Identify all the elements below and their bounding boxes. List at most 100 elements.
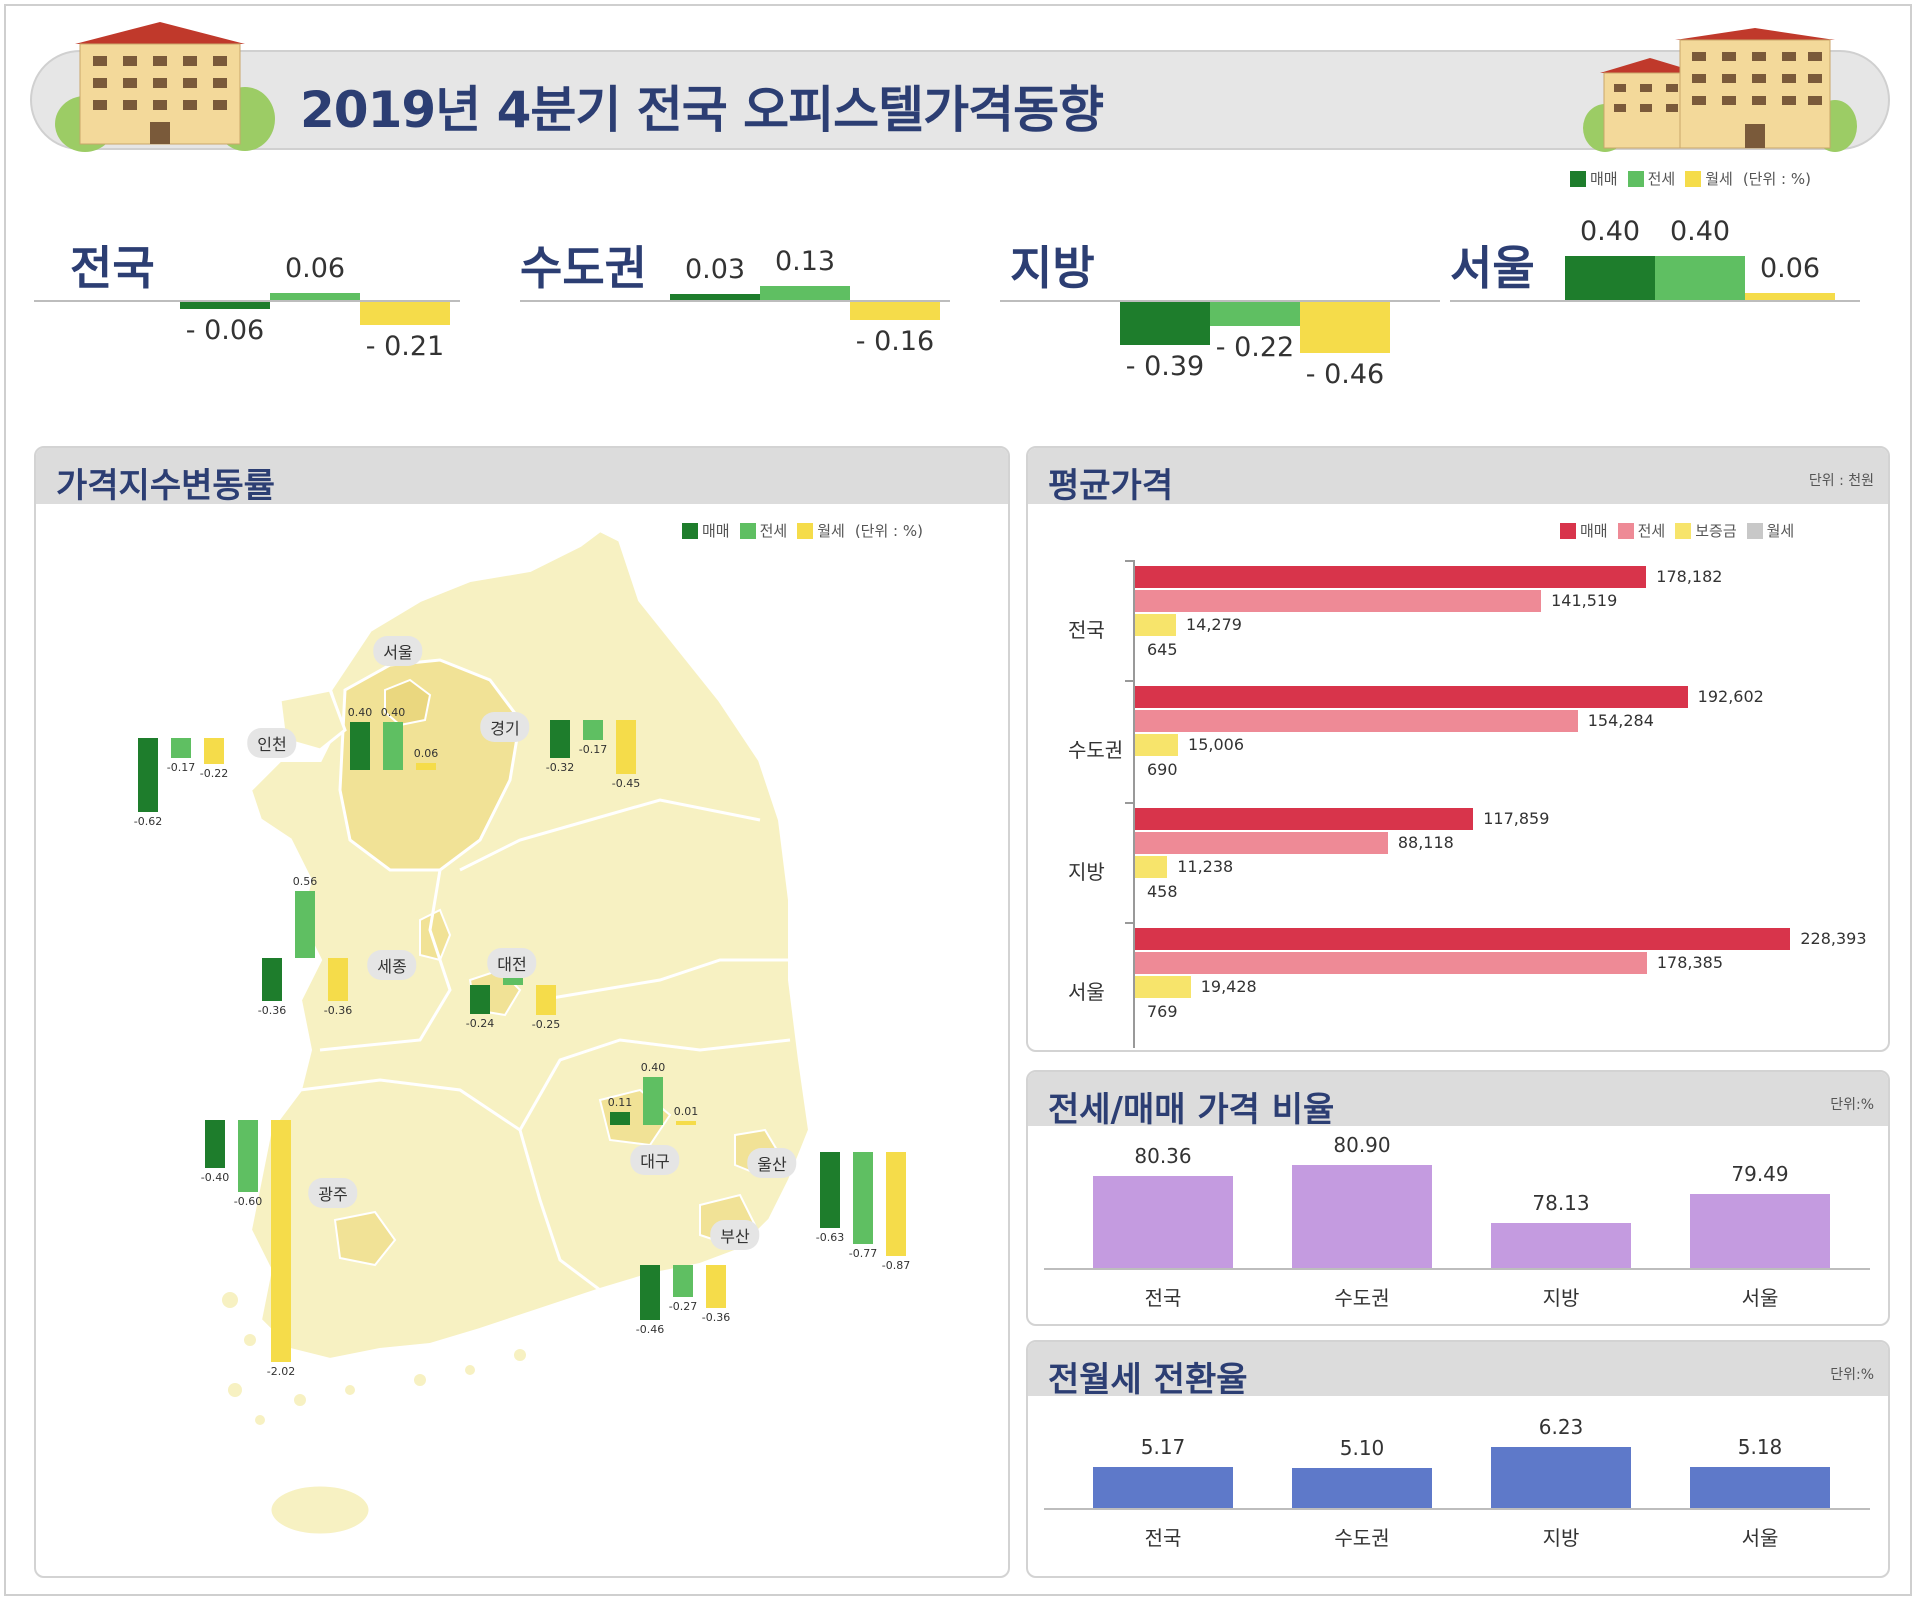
map-bar-value-label: 0.56	[292, 874, 318, 888]
map-bar	[706, 1265, 726, 1309]
conversion-panel: 전월세 전환율 단위:%	[1026, 1340, 1890, 1578]
map-legend-label-jeonse: 전세	[759, 522, 788, 540]
map-bar	[673, 1265, 693, 1298]
map-legend-unit: (단위 : %)	[854, 522, 923, 540]
map-bar-value-label: -0.62	[133, 815, 163, 829]
avg-price-bar	[1135, 952, 1647, 974]
map-bar-value-label: -0.36	[257, 1004, 287, 1018]
legend-label-sale: 매매	[1590, 170, 1618, 188]
convchart-value-label: 6.23	[1538, 1415, 1584, 1440]
avg-price-bar	[1135, 686, 1688, 708]
summary-region-label: 전국	[70, 241, 155, 295]
summary-baseline	[520, 300, 950, 302]
map-legend-swatch-monthly	[797, 522, 814, 539]
ratiochart-value-label: 80.90	[1333, 1132, 1391, 1157]
convchart-bar	[1690, 1466, 1830, 1508]
avg-price-value-label: 769	[1147, 1002, 1178, 1021]
map-bar-value-label: -0.17	[578, 743, 608, 757]
summary-baseline	[34, 300, 460, 302]
map-bar	[886, 1152, 906, 1257]
summary-value-label: - 0.22	[1215, 332, 1295, 364]
summary-value-label: - 0.06	[185, 314, 265, 346]
convchart-category-label: 지방	[1542, 1526, 1580, 1550]
map-legend-label-monthly: 월세	[817, 522, 845, 540]
summary-value-label: - 0.16	[855, 325, 935, 357]
avg-price-panel-header	[1028, 448, 1888, 504]
map-bar-value-label: 0.40	[347, 706, 373, 719]
convchart-category-label: 전국	[1144, 1526, 1182, 1550]
avg-price-value-label: 141,519	[1551, 591, 1618, 610]
avg-price-category-label: 전국	[1068, 618, 1105, 642]
summary-bar	[1655, 256, 1745, 300]
map-city-label: 대전	[487, 948, 537, 978]
summary-value-label: 0.03	[684, 254, 746, 285]
map-bar-value-label: 0.11	[607, 1095, 633, 1109]
map-bar	[536, 985, 556, 1015]
summary-value-label: 0.40	[1579, 216, 1641, 247]
map-city-label: 대구	[630, 1145, 680, 1175]
convchart-value-label: 5.10	[1339, 1436, 1385, 1461]
ratio-panel-unit: 단위:%	[1830, 1097, 1874, 1113]
ratiochart-category-label: 서울	[1741, 1286, 1779, 1310]
map-bar-value-label: -0.77	[848, 1247, 878, 1261]
map-city-label: 경기	[480, 712, 530, 742]
map-bar-value-label: -0.27	[668, 1300, 698, 1314]
map-panel-title: 가격지수변동률	[56, 466, 275, 506]
map-bar-value-label: -0.32	[545, 761, 575, 775]
map-bar-value-label: 0.06	[413, 746, 439, 760]
avg-price-category-label: 지방	[1068, 860, 1105, 884]
map-bar-value-label: -0.36	[323, 1004, 353, 1018]
map-bar-value-label: -0.36	[701, 1311, 731, 1325]
avg-price-category-label: 수도권	[1068, 738, 1124, 762]
top-legend: 매매 전세 월세 (단위 : %)	[1560, 168, 1811, 189]
avg-price-bar	[1135, 734, 1179, 756]
avg-price-bar	[1135, 566, 1647, 588]
map-bar	[676, 1121, 696, 1125]
map-bar	[383, 722, 403, 770]
ratiochart-category-label: 수도권	[1334, 1286, 1390, 1310]
map-bar-value-label: -0.40	[200, 1171, 230, 1184]
map-bar	[350, 722, 370, 770]
avg-price-axis-tick	[1125, 802, 1135, 804]
page-title: 2019년 4분기 전국 오피스텔가격동향	[300, 81, 1104, 139]
summary-bar	[1745, 293, 1835, 300]
ratio-panel-title: 전세/매매 가격 비율	[1048, 1090, 1335, 1130]
ratiochart-bar	[1093, 1176, 1233, 1268]
map-bar-value-label: -0.24	[465, 1016, 495, 1030]
map-bar	[295, 890, 315, 958]
summary-bar	[180, 302, 270, 309]
summary-baseline	[1450, 300, 1860, 302]
avg-price-value-label: 15,006	[1188, 735, 1245, 754]
map-bar	[262, 958, 282, 1002]
map-city-label: 인천	[247, 728, 297, 758]
summary-value-label: 0.13	[774, 245, 836, 277]
avg-legend-label-sale: 매매	[1580, 522, 1608, 540]
map-bar	[853, 1152, 873, 1245]
map-bar-value-label: -0.46	[635, 1323, 665, 1337]
map-bar	[503, 977, 523, 985]
summary-bar	[1120, 302, 1210, 345]
ratiochart-value-label: 80.36	[1134, 1144, 1192, 1169]
conversion-panel-header	[1028, 1342, 1888, 1396]
map-bar	[616, 720, 636, 774]
summary-bar	[760, 285, 850, 300]
map-bar-value-label: -0.45	[611, 777, 641, 790]
avg-legend-label-deposit: 보증금	[1695, 522, 1737, 540]
avg-price-value-label: 228,393	[1800, 929, 1867, 948]
legend-swatch-sale	[1570, 170, 1586, 187]
map-bar	[583, 720, 603, 741]
legend-label-jeonse: 전세	[1647, 170, 1676, 188]
map-bar	[416, 762, 436, 770]
avg-price-legend: 매매 전세 보증금 월세	[1550, 520, 1794, 541]
convchart-category-label: 수도권	[1334, 1526, 1390, 1550]
convchart-value-label: 5.17	[1140, 1435, 1186, 1460]
summary-bar	[1300, 302, 1390, 353]
ratio-panel-header	[1028, 1072, 1888, 1126]
avg-legend-label-jeonse: 전세	[1637, 522, 1666, 540]
summary-value-label: - 0.21	[365, 331, 445, 363]
summary-value-label: - 0.46	[1305, 358, 1385, 390]
avg-price-value-label: 178,385	[1656, 953, 1724, 972]
convchart-category-label: 서울	[1741, 1526, 1779, 1550]
avg-price-axis-tick	[1125, 560, 1135, 562]
avg-price-value-label: 458	[1147, 882, 1178, 901]
